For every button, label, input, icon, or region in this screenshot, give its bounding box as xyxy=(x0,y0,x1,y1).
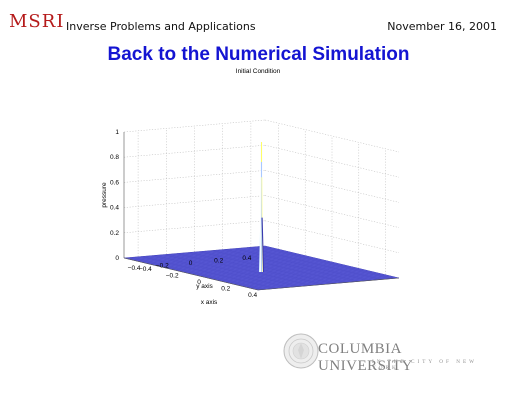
mesh-line xyxy=(249,275,391,289)
grid-line xyxy=(264,119,400,153)
grid-line xyxy=(264,220,400,254)
y-tick-label: 0.4 xyxy=(242,255,251,262)
x-tick-label: 0 xyxy=(197,279,201,286)
university-name: COLUMBIA UNIVERSITY xyxy=(318,341,413,374)
mesh-line xyxy=(220,268,362,282)
y-tick-label: −0.4 xyxy=(128,265,141,272)
mesh-line xyxy=(212,250,347,283)
mesh-line xyxy=(198,251,333,284)
mesh-line xyxy=(203,251,338,284)
grid-line xyxy=(123,170,266,183)
z-tick-label: 0 xyxy=(115,255,119,262)
mesh-line xyxy=(195,262,337,276)
university-subtitle: IN THE CITY OF NEW YORK xyxy=(372,359,477,371)
x-tick-label: −0.4 xyxy=(139,266,152,273)
grid-line xyxy=(264,170,400,203)
y-tick-label: 0.2 xyxy=(214,258,223,265)
mesh-line xyxy=(216,267,358,281)
mesh-line xyxy=(247,247,382,280)
x-tick-label: −0.2 xyxy=(166,273,179,280)
plot-axes: 0 0.2 0.4 0.6 0.8 1 −0.4 −0.2 0 0.2 0.4 −0.4 −0.2 0 0.… xyxy=(110,129,400,299)
y-axis-label: y axis xyxy=(196,283,213,290)
mesh-line xyxy=(234,248,369,281)
mesh-line xyxy=(203,264,345,278)
x-tick-label: 0.2 xyxy=(221,285,230,292)
mesh-line xyxy=(211,266,353,280)
plot-title: Initial Condition xyxy=(236,68,281,75)
y-axis-line xyxy=(257,277,400,291)
columbia-footer: COLUMBIA UNIVERSITY IN THE CITY OF NEW Y… xyxy=(283,328,500,378)
mesh-line xyxy=(216,249,351,283)
slide-title: Back to the Numerical Simulation xyxy=(107,44,410,65)
header-event-title: Inverse Problems and Applications xyxy=(66,20,256,33)
mesh-line xyxy=(224,269,366,283)
mesh-line xyxy=(253,276,395,290)
msri-logo: MSRI xyxy=(9,11,65,32)
header-date: November 16, 2001 xyxy=(387,20,497,33)
mesh-line xyxy=(199,263,341,277)
y-tick-label: 0 xyxy=(189,260,193,267)
x-tick-label: 0.4 xyxy=(248,292,257,299)
grid-line xyxy=(123,220,266,234)
z-tick-label: 0.4 xyxy=(110,205,119,212)
z-tick-label: 0.2 xyxy=(110,230,119,237)
mesh-line xyxy=(220,249,355,282)
mesh-line xyxy=(245,274,387,288)
grid-line xyxy=(264,144,400,178)
surface-peak xyxy=(261,217,265,273)
mesh-line xyxy=(241,273,383,287)
mesh-line xyxy=(242,247,378,281)
grid-line xyxy=(264,195,400,228)
mesh-line xyxy=(237,272,379,286)
mesh-line xyxy=(207,250,342,284)
z-tick-label: 1 xyxy=(115,129,119,136)
grid-line xyxy=(123,195,266,208)
mesh-line xyxy=(232,271,374,285)
mesh-line xyxy=(207,265,349,279)
z-tick-label: 0.8 xyxy=(110,154,119,161)
z-axis-label: pressure xyxy=(101,182,108,208)
columbia-seal-icon xyxy=(283,333,319,369)
mesh-line xyxy=(251,246,386,280)
mesh-line xyxy=(225,249,360,282)
mesh-line xyxy=(229,248,364,282)
x-axis-label: x axis xyxy=(201,299,218,306)
mesh-line xyxy=(260,246,395,279)
grid-line xyxy=(123,144,266,158)
y-tick-label: −0.2 xyxy=(156,262,169,269)
mesh-line xyxy=(228,270,370,284)
z-tick-label: 0.6 xyxy=(110,179,119,186)
grid-line xyxy=(123,119,266,133)
mesh-line xyxy=(256,246,391,279)
x-axis-line xyxy=(123,257,259,291)
